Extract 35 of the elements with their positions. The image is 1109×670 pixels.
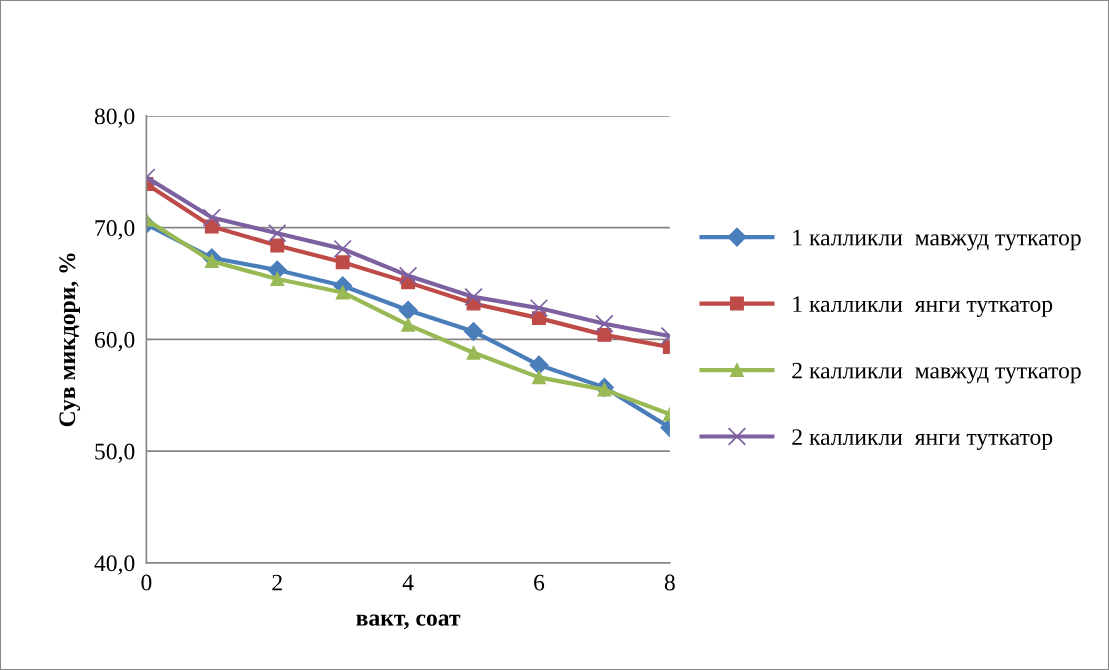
x-tick-label: 6: [534, 574, 545, 591]
point: [268, 224, 287, 243]
legend-label: 1 калликли мавжуд туткатор: [793, 229, 1081, 251]
point: [270, 272, 285, 286]
x-tick-label: 8: [664, 574, 675, 591]
legend-label: 2 калликли мавжуд туткатор: [792, 362, 1081, 384]
y-axis-title: Сув микдори, %: [59, 253, 81, 427]
legend-label: 1 калликли янги туткатор: [793, 296, 1053, 317]
point: [335, 255, 350, 270]
point: [398, 266, 418, 285]
x-tick-label: 2: [272, 574, 282, 591]
point: [464, 322, 484, 342]
point: [529, 355, 549, 375]
y-tick-label: 40,0: [94, 555, 135, 575]
y-tick-label: 70,0: [95, 220, 135, 240]
x-axis-title: вакт, соат: [356, 614, 461, 630]
point: [466, 345, 481, 360]
point: [398, 300, 418, 320]
point: [532, 370, 546, 385]
point: [401, 317, 416, 332]
x-tick-label: 4: [402, 574, 414, 591]
y-tick-label: 80,0: [94, 108, 135, 128]
point: [333, 239, 352, 259]
point: [202, 208, 221, 227]
legend-label: 2 калликли янги туткатор: [792, 429, 1053, 450]
y-tick-label: 50,0: [95, 443, 135, 463]
point: [464, 287, 483, 307]
point: [529, 298, 549, 318]
point: [595, 314, 614, 333]
point: [270, 238, 285, 253]
point: [204, 254, 219, 269]
x-tick-label: 0: [141, 574, 152, 591]
point: [597, 327, 612, 342]
y-tick-label: 60,0: [94, 331, 135, 352]
point: [335, 285, 350, 300]
